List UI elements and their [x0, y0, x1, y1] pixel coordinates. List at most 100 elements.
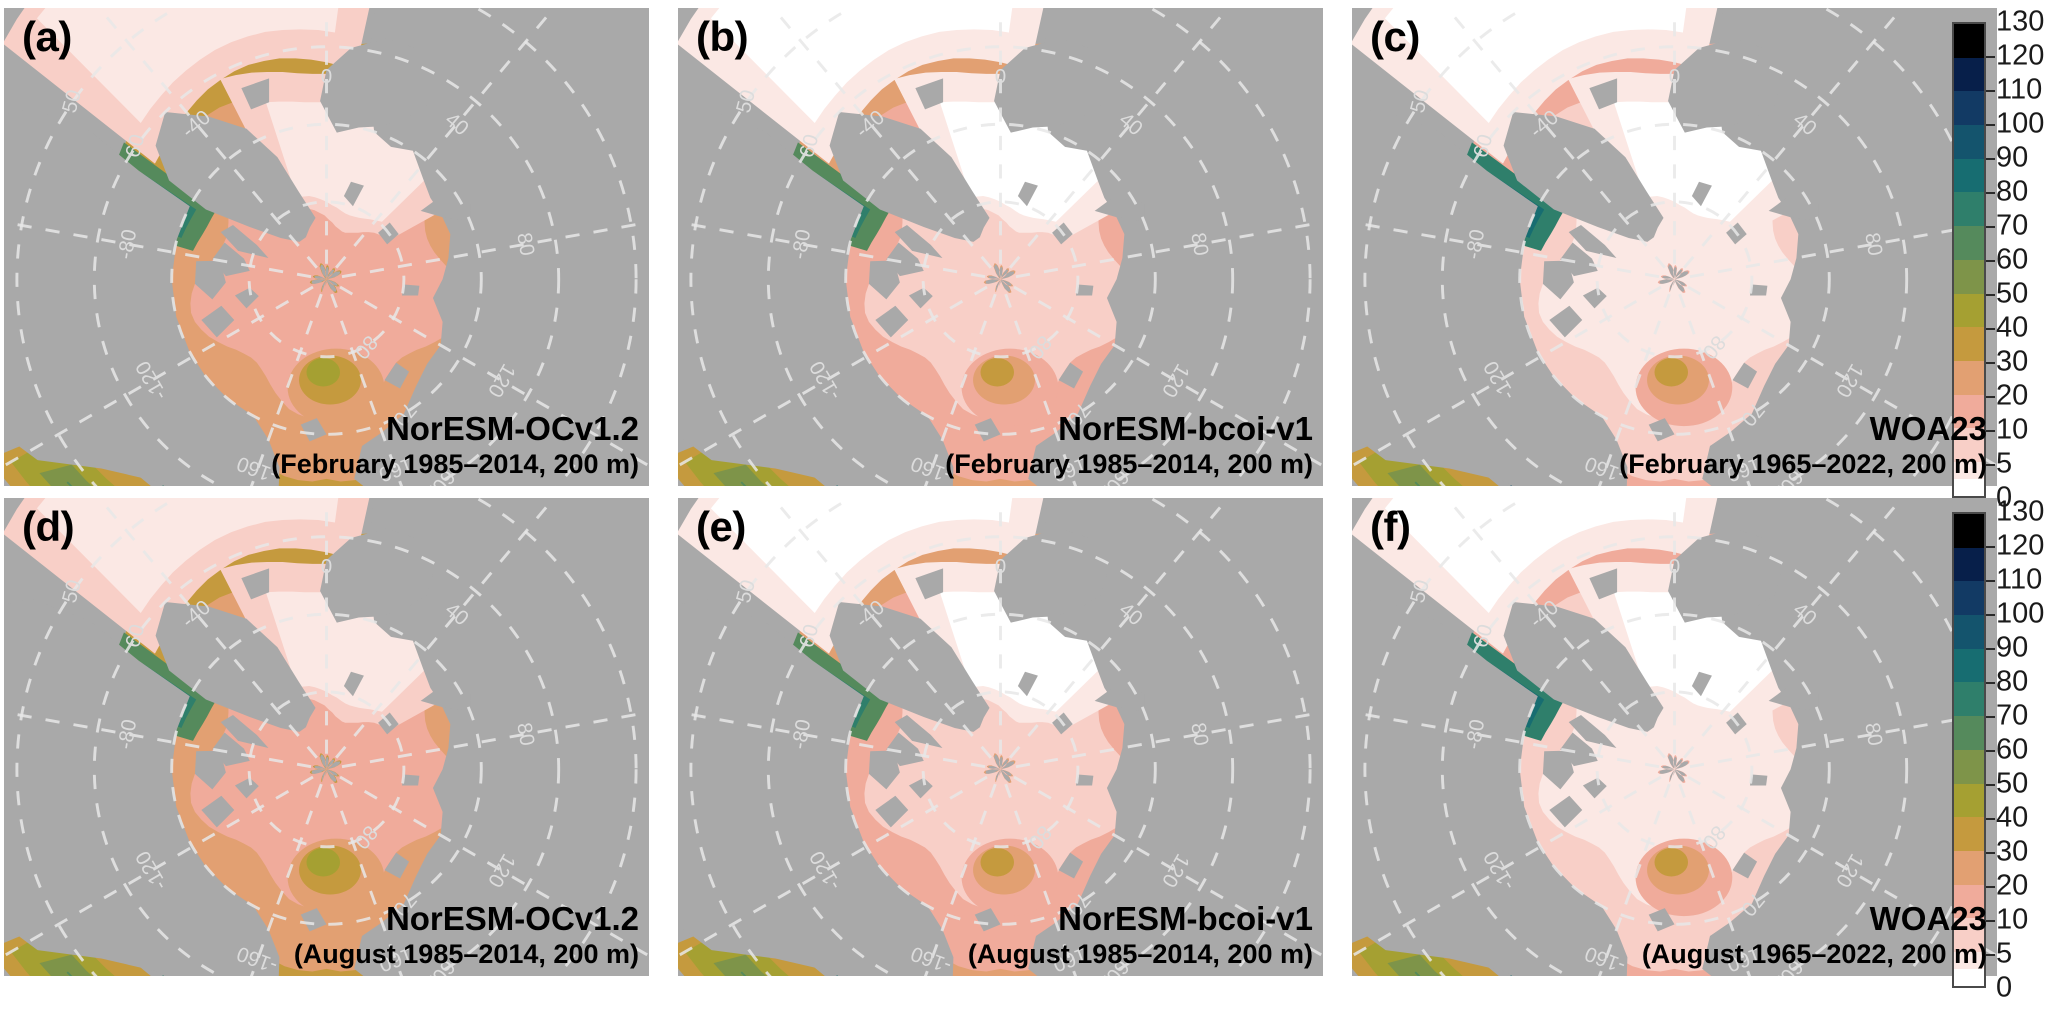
svg-text:0: 0: [995, 65, 1006, 88]
map-panel-f: 04080120160-160-120-80-40506070805060(f)…: [1352, 498, 1997, 976]
svg-text:80: 80: [512, 721, 539, 748]
colorbar-tick-label: 100: [1996, 107, 2045, 140]
colorbar-band: [1954, 293, 1984, 328]
colorbar-tick-label: 60: [1996, 733, 2029, 766]
svg-text:80: 80: [1186, 231, 1213, 258]
colorbar-band: [1954, 360, 1984, 395]
colorbar-tick: [1986, 293, 1995, 296]
colorbar-tick: [1986, 55, 1995, 58]
svg-text:-80: -80: [114, 718, 142, 751]
colorbar-tick: [1986, 614, 1995, 616]
colorbar-band: [1954, 514, 1984, 548]
colorbar-row-2: 13012011010090807060504030201050Si [μM]: [1952, 497, 2067, 1002]
colorbar-band: [1954, 547, 1984, 582]
colorbar-tick: [1986, 818, 1995, 821]
colorbar-tick-label: 5: [1996, 937, 2013, 970]
colorbar-tick-label: 130: [1996, 495, 2045, 528]
colorbar-band: [1954, 615, 1984, 649]
svg-text:80: 80: [1860, 231, 1887, 258]
colorbar-tick-labels-2: 130 120 110 100 90 80 70 60 50 40 30 20 10 5 0: [1996, 497, 2060, 1002]
colorbar-tick: [1986, 362, 1995, 364]
svg-text:50: 50: [1406, 577, 1434, 605]
colorbar-tick-label: 40: [1996, 311, 2029, 344]
colorbar-tick: [1986, 90, 1995, 93]
svg-text:60: 60: [1469, 622, 1497, 650]
colorbar-tick: [1986, 429, 1995, 432]
colorbar-scale-2: [1952, 512, 1986, 988]
svg-text:60: 60: [1469, 132, 1497, 160]
colorbar-tick: [1986, 750, 1995, 752]
colorbar-tick-label: 120: [1996, 529, 2045, 562]
colorbar-tick: [1986, 157, 1995, 160]
colorbar-tick-label: 90: [1996, 141, 2029, 174]
colorbar-ticks-2: [1986, 512, 1996, 988]
colorbar-band: [1954, 716, 1984, 750]
colorbar-band: [1954, 951, 1984, 969]
svg-text:50: 50: [58, 87, 86, 115]
colorbar-tick-label: 110: [1996, 73, 2043, 106]
colorbar-tick: [1986, 647, 1995, 650]
colorbar-band: [1954, 461, 1984, 479]
colorbar-tick: [1986, 919, 1995, 922]
colorbar-band: [1954, 24, 1984, 58]
colorbar-tick: [1986, 226, 1995, 228]
colorbar-tick: [1986, 783, 1995, 786]
colorbar-scale-1: [1952, 22, 1986, 498]
colorbar-tick: [1986, 885, 1995, 888]
colorbar-tick-label: 80: [1996, 175, 2029, 208]
svg-text:-80: -80: [788, 718, 816, 751]
svg-text:50: 50: [732, 87, 760, 115]
colorbar-tick-label: 40: [1996, 801, 2029, 834]
colorbar-tick-label: 10: [1996, 413, 2029, 446]
colorbar-tick: [1986, 191, 1995, 194]
colorbar-tick-label: 20: [1996, 379, 2029, 412]
colorbar-tick-label: 50: [1996, 767, 2029, 800]
colorbar-tick-label: 0: [1996, 481, 2013, 514]
svg-text:0: 0: [995, 555, 1006, 578]
colorbar-tick-label: 120: [1996, 39, 2045, 72]
colorbar-ticks-1: [1986, 22, 1996, 498]
colorbar-band: [1954, 91, 1984, 126]
svg-text:-80: -80: [1462, 718, 1490, 751]
svg-text:60: 60: [121, 622, 149, 650]
colorbar-tick-label: 80: [1996, 665, 2029, 698]
map-panel-b: 04080120160-160-120-80-40506070805060(b)…: [678, 8, 1323, 486]
colorbar-tick: [1986, 260, 1995, 262]
colorbar-band: [1954, 478, 1984, 496]
colorbar-tick: [1986, 716, 1995, 718]
colorbar-band: [1954, 749, 1984, 784]
colorbar-band: [1954, 581, 1984, 616]
colorbar-tick-label: 110: [1996, 563, 2043, 596]
svg-text:60: 60: [795, 132, 823, 160]
colorbar-tick-label: 60: [1996, 243, 2029, 276]
svg-text:50: 50: [1406, 87, 1434, 115]
svg-text:50: 50: [58, 577, 86, 605]
colorbar-tick: [1986, 395, 1995, 398]
colorbar-band: [1954, 327, 1984, 361]
colorbar-band: [1954, 968, 1984, 986]
colorbar-tick-label: 100: [1996, 597, 2045, 630]
colorbar-band: [1954, 57, 1984, 92]
colorbar-tick-label: 50: [1996, 277, 2029, 310]
colorbar-band: [1954, 648, 1984, 683]
colorbar-tick: [1986, 328, 1995, 331]
colorbar-tick: [1986, 681, 1995, 684]
colorbar-band: [1954, 259, 1984, 294]
colorbar-tick-label: 130: [1996, 5, 2045, 38]
svg-text:0: 0: [1669, 65, 1680, 88]
colorbar-band: [1954, 428, 1984, 462]
map-panel-c: 04080120160-160-120-80-40506070805060(c)…: [1352, 8, 1997, 486]
colorbar-row-1: 13012011010090807060504030201050Si [μM]: [1952, 7, 2067, 512]
colorbar-tick-label: 0: [1996, 971, 2013, 1004]
svg-text:80: 80: [1186, 721, 1213, 748]
colorbar-tick-label: 70: [1996, 699, 2029, 732]
colorbar-band: [1954, 817, 1984, 851]
svg-text:-80: -80: [788, 228, 816, 261]
colorbar-tick: [1986, 580, 1995, 583]
map-panel-d: 04080120160-160-120-80-40506070805060(d)…: [4, 498, 649, 976]
